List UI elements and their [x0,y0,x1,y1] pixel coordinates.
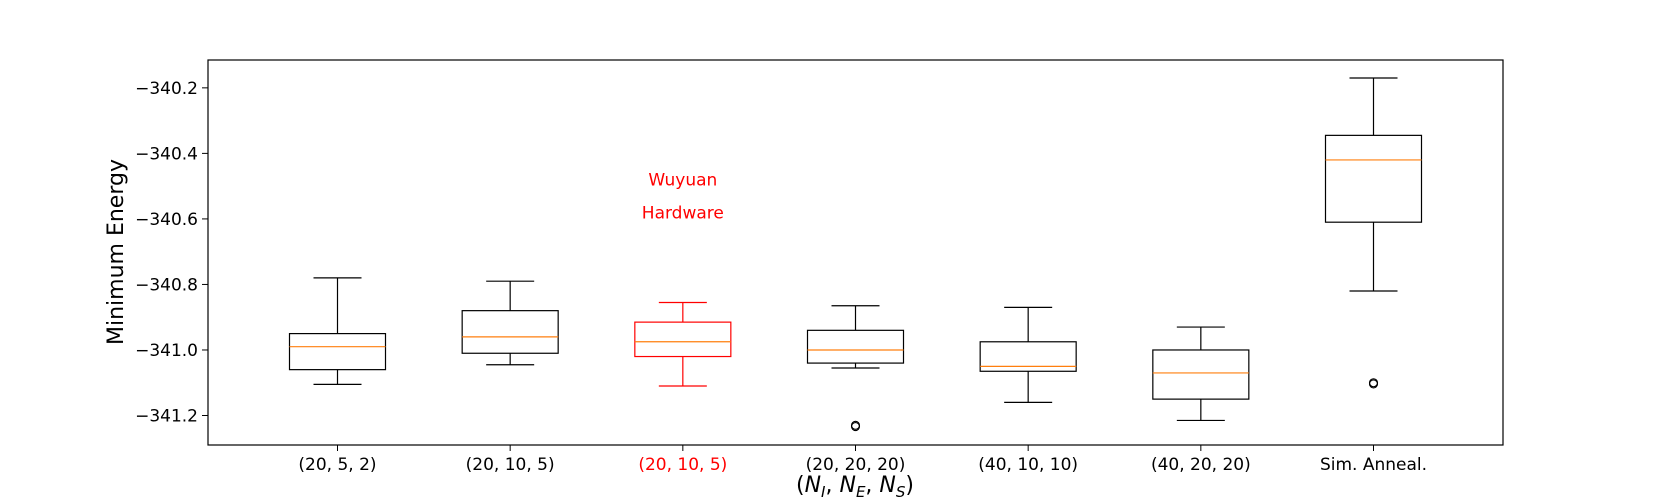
x-tick-label: (20, 10, 5) [466,455,555,475]
iqr-box [461,310,559,354]
box-7 [1324,77,1423,389]
y-axis-ticks: −340.2 −340.4 −340.6 −340.8 −341.0 −341.2 [135,79,208,427]
x-tick-label: Sim. Anneal. [1320,455,1427,475]
y-tick-label: −340.6 [135,210,198,230]
x-tick-label: (20, 20, 20) [806,455,906,475]
y-tick-label: −341.0 [135,341,198,361]
x-tick-label: (20, 10, 5) [638,455,727,475]
outlier-point [850,421,861,432]
iqr-box [1152,349,1250,400]
outlier-point [1368,379,1379,389]
y-tick-label: −340.2 [135,79,198,99]
box-2 [461,280,559,366]
annotation-line: Hardware [642,203,724,223]
x-tick-label: (40, 20, 20) [1151,455,1251,475]
x-tick-label: (20, 5, 2) [298,455,376,475]
box-5 [979,306,1077,404]
box-3 [634,301,732,387]
plot-area-frame [207,59,1504,446]
iqr-box [806,329,905,364]
box-4 [806,305,905,432]
box-6 [1152,326,1250,422]
x-axis-title: (NI, NE, NS) [796,473,914,498]
iqr-box [288,332,387,371]
y-tick-label: −340.4 [135,144,198,164]
x-tick-label: (40, 10, 10) [978,455,1078,475]
wuyuan-hardware-annotation: Wuyuan Hardware [642,171,724,224]
iqr-box [634,321,732,358]
y-axis-title: Minimum Energy [104,159,129,345]
y-tick-label: −341.2 [135,407,198,427]
iqr-box [1324,134,1423,223]
iqr-box [979,341,1077,372]
x-axis-ticks: (20, 5, 2) (20, 10, 5) (20, 10, 5) (20, 20,… [298,445,1427,475]
box-1 [288,277,387,385]
y-tick-label: −340.8 [135,275,198,295]
annotation-line: Wuyuan [648,171,717,191]
box-series [288,77,1423,432]
